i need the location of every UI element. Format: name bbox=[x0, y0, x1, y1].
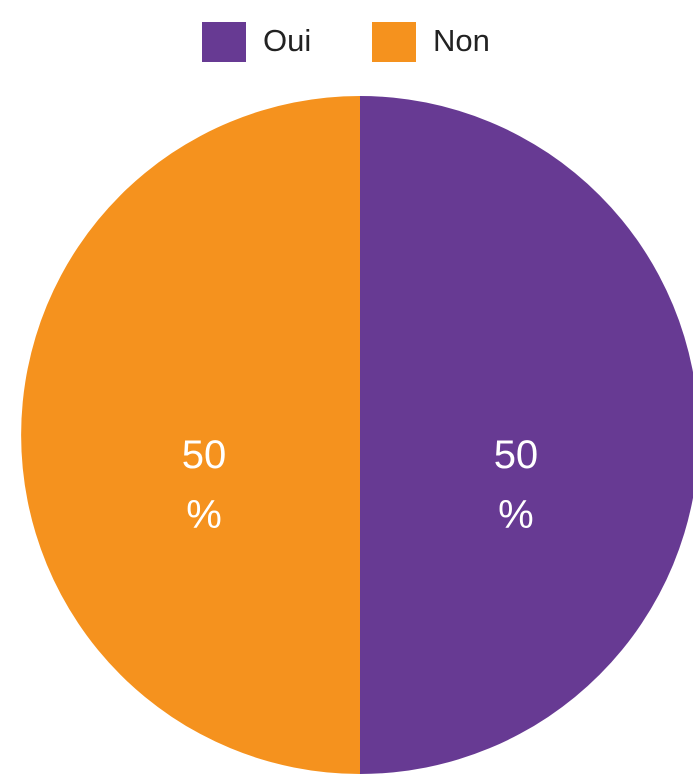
pie-slice bbox=[21, 96, 360, 774]
value-label: 50 % bbox=[493, 433, 539, 537]
legend-label: Non bbox=[433, 23, 490, 58]
value-label: 50 % bbox=[181, 433, 227, 537]
legend-swatch bbox=[372, 22, 416, 62]
legend-swatch bbox=[202, 22, 246, 62]
legend-label: Oui bbox=[263, 23, 311, 58]
pie-slice bbox=[360, 96, 693, 774]
